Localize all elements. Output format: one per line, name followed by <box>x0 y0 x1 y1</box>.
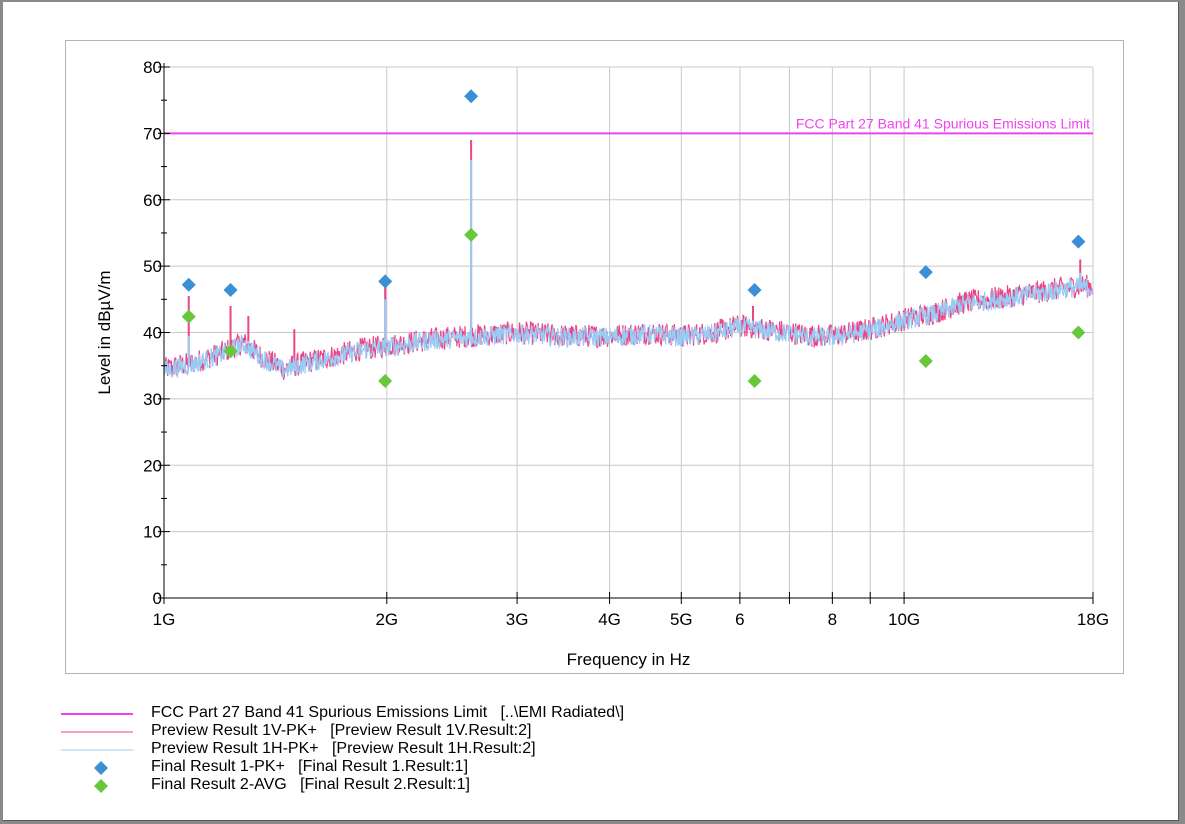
legend-symbol <box>94 761 108 775</box>
x-tick-label: 8 <box>828 610 837 629</box>
marker-point <box>378 373 393 388</box>
series-layer <box>163 140 1094 381</box>
legend-item: Final Result 1-PK+ [Final Result 1.Resul… <box>61 758 1061 776</box>
legend-symbol <box>61 731 133 733</box>
marker-point <box>747 373 762 388</box>
marker-point <box>1071 234 1086 249</box>
y-tick-label: 50 <box>143 257 162 276</box>
marker-point <box>918 265 933 280</box>
x-tick-label: 1G <box>153 610 176 629</box>
marker-point <box>464 227 479 242</box>
x-tick-label: 4G <box>598 610 621 629</box>
legend-item: Preview Result 1H-PK+ [Preview Result 1H… <box>61 740 1061 758</box>
legend-label: Final Result 1-PK+ [Final Result 1.Resul… <box>151 758 469 775</box>
legend-label: Final Result 2-AVG [Final Result 2.Resul… <box>151 776 470 793</box>
series-line <box>163 277 1094 379</box>
marker-point <box>918 354 933 369</box>
legend-item: FCC Part 27 Band 41 Spurious Emissions L… <box>61 704 1061 722</box>
y-tick-label: 20 <box>143 456 162 475</box>
x-tick-label: 2G <box>375 610 398 629</box>
marker-point <box>181 277 196 292</box>
marker-point <box>747 283 762 298</box>
chart-frame: FCC Part 27 Band 41 Spurious Emissions L… <box>65 40 1124 674</box>
y-tick-label: 0 <box>153 589 162 608</box>
legend: FCC Part 27 Band 41 Spurious Emissions L… <box>61 704 1061 794</box>
limit-layer: FCC Part 27 Band 41 Spurious Emissions L… <box>164 115 1093 135</box>
legend-symbol <box>94 779 108 793</box>
x-tick-label: 5G <box>670 610 693 629</box>
legend-label: FCC Part 27 Band 41 Spurious Emissions L… <box>151 704 625 721</box>
legend-marker <box>94 779 108 793</box>
marker-point <box>181 309 196 324</box>
x-axis-title: Frequency in Hz <box>567 650 691 669</box>
y-tick-label: 70 <box>143 124 162 143</box>
y-tick-label: 80 <box>143 58 162 77</box>
legend-item: Final Result 2-AVG [Final Result 2.Resul… <box>61 776 1061 794</box>
x-tick-label: 18G <box>1077 610 1109 629</box>
report-sheet: FCC Part 27 Band 41 Spurious Emissions L… <box>3 2 1179 821</box>
marker-point <box>223 344 238 359</box>
y-tick-label: 40 <box>143 324 162 343</box>
y-tick-label: 10 <box>143 523 162 542</box>
limit-label: FCC Part 27 Band 41 Spurious Emissions L… <box>796 115 1090 131</box>
legend-marker <box>94 761 108 775</box>
y-axis-title: Level in dBµV/m <box>95 270 114 394</box>
marker-point <box>223 283 238 298</box>
x-tick-label: 3G <box>506 610 529 629</box>
x-tick-label: 6 <box>735 610 744 629</box>
axes: 0 10 20 30 40 50 60 70 80 1G 2G 3G 4G 5G 6 8 10G 18G <box>143 58 1109 629</box>
marker-point <box>378 274 393 289</box>
emission-chart: FCC Part 27 Band 41 Spurious Emissions L… <box>95 58 1109 669</box>
marker-layer <box>181 89 1086 388</box>
marker-point <box>1071 325 1086 340</box>
y-tick-label: 60 <box>143 191 162 210</box>
legend-symbol <box>61 713 133 715</box>
x-tick-label: 10G <box>888 610 920 629</box>
legend-label: Preview Result 1V-PK+ [Preview Result 1V… <box>151 722 532 739</box>
legend-label: Preview Result 1H-PK+ [Preview Result 1H… <box>151 740 536 757</box>
legend-symbol <box>61 749 133 751</box>
series-line <box>163 274 1094 381</box>
legend-item: Preview Result 1V-PK+ [Preview Result 1V… <box>61 722 1061 740</box>
y-tick-label: 30 <box>143 390 162 409</box>
marker-point <box>464 89 479 104</box>
